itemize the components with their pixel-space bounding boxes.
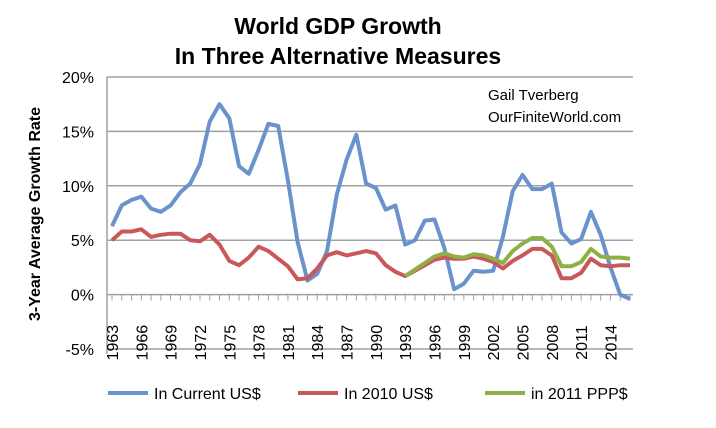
- legend-label: in 2011 PPP$: [531, 386, 628, 403]
- x-tick-label: 1981: [281, 325, 298, 361]
- website-annotation: OurFiniteWorld.com: [488, 109, 621, 126]
- y-axis-label: 3-Year Average Growth Rate: [27, 107, 44, 321]
- x-tick-label: 1987: [340, 325, 357, 361]
- x-tick-label: 1972: [193, 325, 210, 361]
- y-tick-label: 20%: [62, 70, 94, 87]
- x-tick-label: 1975: [222, 325, 239, 361]
- x-tick-label: 1969: [164, 325, 181, 361]
- y-tick-label: 5%: [71, 233, 94, 250]
- series-line: [110, 102, 631, 301]
- x-tick-label: 1984: [310, 325, 327, 361]
- x-tick-label: 2008: [545, 325, 562, 361]
- y-tick-label: 10%: [62, 179, 94, 196]
- x-tick-label: 2002: [486, 325, 503, 361]
- y-tick-label: -5%: [66, 342, 94, 359]
- legend-label: In 2010 US$: [344, 386, 433, 403]
- series-line: [404, 236, 631, 278]
- author-annotation: Gail Tverberg: [488, 87, 579, 104]
- chart-title-line-1: World GDP Growth: [234, 13, 441, 39]
- y-tick-label: 15%: [62, 124, 94, 141]
- x-tick-label: 1990: [369, 325, 386, 361]
- x-tick-label: 1963: [105, 325, 122, 361]
- x-tick-label: 1999: [457, 325, 474, 361]
- chart-title-line-2: In Three Alternative Measures: [175, 43, 501, 69]
- x-tick-label: 1978: [252, 325, 269, 361]
- series-line: [110, 227, 630, 282]
- x-tick-label: 2005: [515, 325, 532, 361]
- x-tick-label: 1996: [428, 325, 445, 361]
- x-tick-label: 1966: [134, 325, 151, 361]
- x-tick-label: 1993: [398, 325, 415, 361]
- legend-label: In Current US$: [154, 386, 261, 403]
- x-tick-label: 2014: [603, 325, 620, 361]
- x-tick-label: 2011: [574, 325, 591, 360]
- y-tick-label: 0%: [71, 288, 94, 305]
